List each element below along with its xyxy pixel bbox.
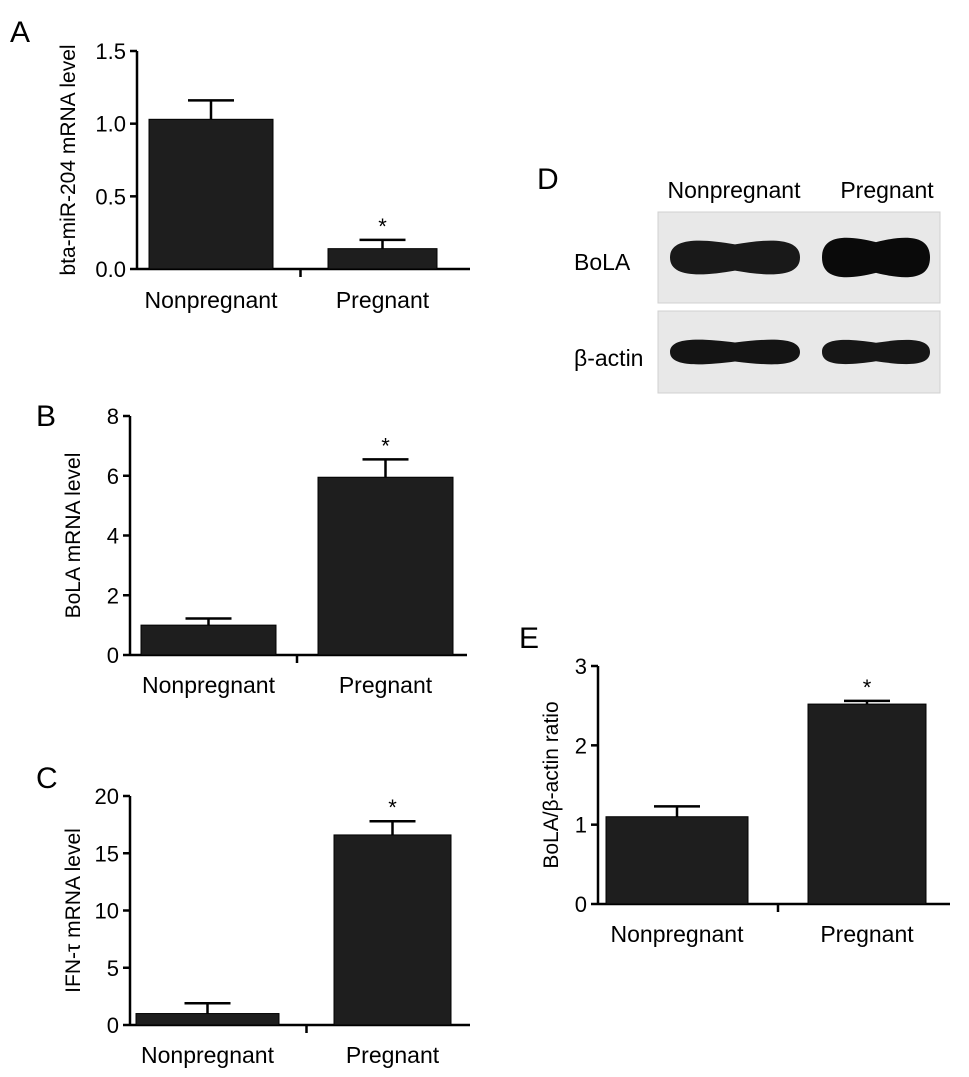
category-label-e-0: Nonpregnant — [611, 921, 745, 947]
bar-b-1 — [317, 476, 454, 656]
blot-lane-label-nonpregnant: Nonpregnant — [668, 177, 802, 203]
category-label-a-1: Pregnant — [336, 287, 430, 313]
blot-row-label-bola: BoLA — [574, 249, 631, 275]
y-tick-label-a-0: 0.0 — [95, 257, 126, 282]
category-label-a-0: Nonpregnant — [145, 287, 279, 313]
chart-panel-c: 0 5 10 15 20 IFN-τ mRNA level Nonpregnant * Preg… — [62, 784, 470, 1068]
chart-panel-a: 0.0 0.5 1.0 1.5 bta-miR-204 mRNA level Nonpre… — [57, 39, 470, 313]
y-axis-title-e: BoLA/β-actin ratio — [540, 701, 563, 868]
bar-b-0 — [140, 624, 277, 656]
panel-letter-c: C — [36, 762, 58, 795]
panel-letter-a: A — [10, 16, 30, 49]
bar-c-0 — [135, 1013, 280, 1026]
significance-star-e-1: * — [863, 675, 872, 700]
y-tick-label-a-1: 0.5 — [95, 184, 126, 209]
y-tick-label-b-2: 4 — [107, 524, 119, 549]
blot-band-1-1 — [822, 339, 930, 365]
y-tick-label-c-4: 20 — [95, 784, 119, 809]
y-tick-label-c-0: 0 — [107, 1013, 119, 1038]
y-tick-label-e-1: 1 — [575, 813, 587, 838]
y-tick-label-e-0: 0 — [575, 892, 587, 917]
bar-c-1 — [333, 834, 452, 1026]
y-tick-label-c-2: 10 — [95, 899, 119, 924]
panel-letter-e: E — [519, 622, 539, 655]
blot-band-1-0 — [670, 339, 800, 365]
category-label-b-1: Pregnant — [339, 672, 433, 698]
y-tick-label-e-2: 2 — [575, 733, 587, 758]
blot-row-label-beta-actin: β-actin — [574, 345, 643, 371]
chart-panel-e: 0 1 2 3 BoLA/β-actin ratio Nonpregnant * Pregna… — [540, 654, 950, 947]
y-tick-label-c-3: 15 — [95, 841, 119, 866]
panel-letter-d: D — [537, 163, 559, 196]
category-label-c-0: Nonpregnant — [141, 1042, 275, 1068]
y-axis-title-c: IFN-τ mRNA level — [62, 828, 85, 993]
y-tick-label-a-2: 1.0 — [95, 112, 126, 137]
bar-a-0 — [148, 118, 274, 270]
y-tick-label-a-3: 1.5 — [95, 39, 126, 64]
y-tick-label-e-3: 3 — [575, 654, 587, 679]
bar-e-0 — [605, 816, 749, 905]
blot-band-0-1 — [822, 237, 930, 278]
y-tick-label-b-4: 8 — [107, 404, 119, 429]
category-label-e-1: Pregnant — [820, 921, 914, 947]
significance-star-b-1: * — [381, 433, 390, 458]
blot-band-0-0 — [670, 240, 800, 275]
y-axis-title-b: BoLA mRNA level — [62, 453, 85, 619]
y-tick-label-b-0: 0 — [107, 643, 119, 668]
y-tick-label-b-3: 6 — [107, 464, 119, 489]
category-label-b-0: Nonpregnant — [142, 672, 276, 698]
significance-star-c-1: * — [388, 795, 397, 820]
y-tick-label-c-1: 5 — [107, 956, 119, 981]
chart-panel-b: 0 2 4 6 8 BoLA mRNA level Nonpregnant * Pregnant — [62, 404, 467, 698]
bar-e-1 — [807, 703, 927, 905]
y-tick-label-b-1: 2 — [107, 583, 119, 608]
blot-lane-label-pregnant: Pregnant — [840, 177, 934, 203]
panel-letter-b: B — [36, 400, 56, 433]
y-axis-title-a: bta-miR-204 mRNA level — [57, 44, 80, 275]
western-blot-panel-d: Nonpregnant Pregnant BoLA β-actin — [574, 177, 941, 394]
significance-star-a-1: * — [378, 214, 387, 239]
category-label-c-1: Pregnant — [346, 1042, 440, 1068]
bar-a-1 — [327, 248, 438, 270]
